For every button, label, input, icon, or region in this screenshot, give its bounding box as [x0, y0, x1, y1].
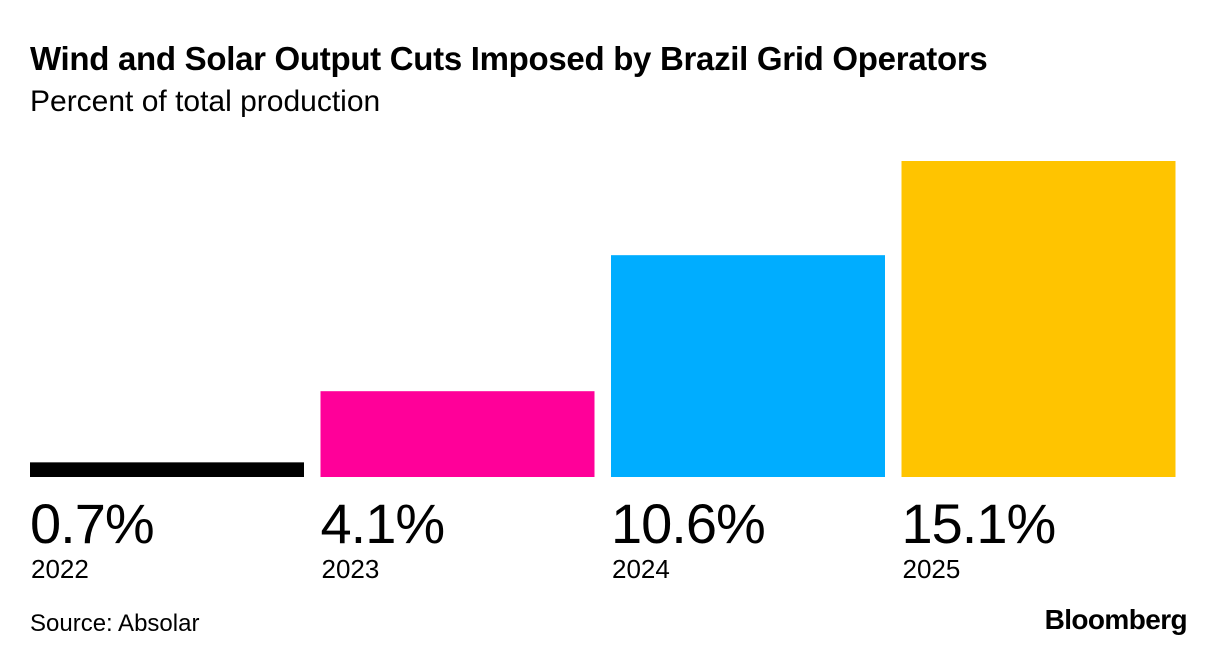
value-label-2023: 4.1%	[321, 492, 445, 555]
bar-2022	[30, 462, 304, 477]
chart-subtitle: Percent of total production	[30, 85, 381, 118]
chart-title: Wind and Solar Output Cuts Imposed by Br…	[30, 40, 988, 77]
category-label-2022: 2022	[31, 554, 89, 584]
bloomberg-logo: Bloomberg	[1044, 604, 1188, 635]
value-label-2025: 15.1%	[902, 492, 1056, 555]
category-label-2025: 2025	[903, 554, 961, 584]
category-label-2024: 2024	[612, 554, 670, 584]
bar-2023	[320, 391, 595, 477]
bar-2025	[901, 161, 1176, 477]
bar-chart: 0.7%2022 4.1%2023 10.6%2024 15.1%2025	[30, 161, 1176, 584]
category-label-2023: 2023	[322, 554, 380, 584]
source-note: Source: Absolar	[30, 610, 200, 637]
value-label-2024: 10.6%	[611, 492, 765, 555]
bar-2024	[611, 255, 885, 477]
value-label-2022: 0.7%	[30, 492, 154, 555]
